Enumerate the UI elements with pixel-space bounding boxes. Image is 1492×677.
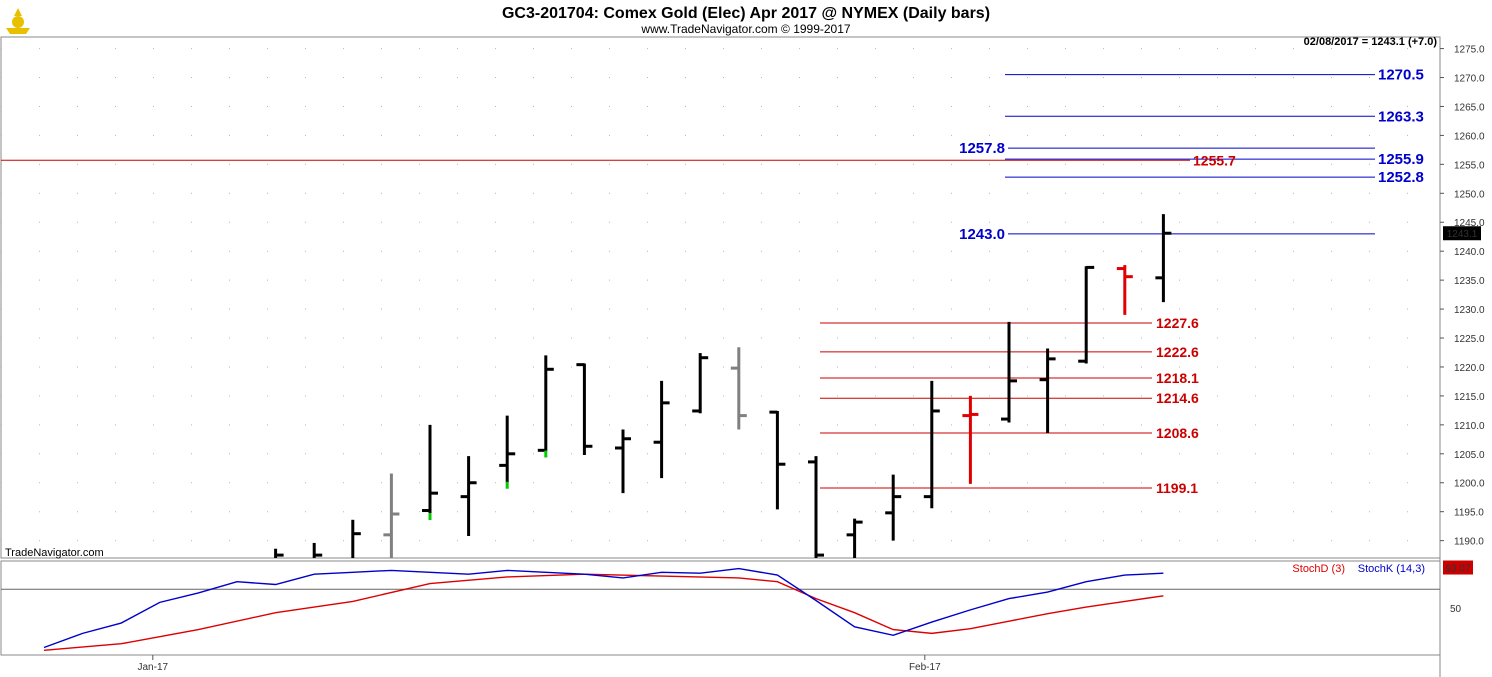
- price-tick-label: 1190.0: [1454, 537, 1484, 548]
- price-tick-label: 1240.0: [1454, 247, 1485, 258]
- stoch-last-label: 93.07: [1445, 564, 1470, 575]
- level-label: 1257.8: [959, 140, 1005, 157]
- level-label: 1199.1: [1156, 480, 1198, 496]
- time-tick-label: Feb-17: [909, 662, 941, 673]
- price-tick-label: 1255.0: [1454, 160, 1485, 171]
- price-tick-label: 1210.0: [1454, 421, 1485, 432]
- level-label: 1218.1: [1156, 370, 1199, 386]
- price-tick-label: 1250.0: [1454, 189, 1485, 200]
- stoch-line: [43, 573, 1164, 651]
- price-axis: 1190.0 1195.0 1200.0 1205.0 1210.0 1215.0 1220…: [1440, 45, 1485, 615]
- price-tick-label: 1230.0: [1454, 305, 1485, 316]
- level-label: 1227.6: [1156, 315, 1199, 331]
- logo-icon: [6, 8, 30, 34]
- price-tick-label: 1195.0: [1454, 508, 1484, 519]
- price-tick-label: 1220.0: [1454, 363, 1485, 374]
- level-label: 1208.6: [1156, 425, 1199, 441]
- watermark: TradeNavigator.com: [5, 547, 104, 559]
- price-tick-label: 1200.0: [1454, 479, 1485, 490]
- stoch-line: [43, 567, 1164, 649]
- price-bars: [274, 214, 1172, 558]
- price-tick-label: 1260.0: [1454, 131, 1485, 142]
- price-tick-label: 1215.0: [1454, 392, 1485, 403]
- price-tick-label: 1270.0: [1454, 74, 1485, 85]
- price-tick-label: 1225.0: [1454, 334, 1485, 345]
- price-tick-label: 1265.0: [1454, 102, 1485, 113]
- stoch-tick-label: 50: [1450, 604, 1462, 615]
- level-label: 1255.7: [1193, 152, 1236, 168]
- stoch-last-marker: [1443, 560, 1473, 575]
- stochastic-lines: [1, 567, 1440, 651]
- last-price-info: 02/08/2017 = 1243.1 (+7.0): [1304, 36, 1438, 48]
- last-price-marker: [1443, 226, 1481, 241]
- chart-subtitle: www.TradeNavigator.com © 1999-2017: [640, 22, 850, 36]
- level-label: 1263.3: [1378, 108, 1424, 125]
- price-tick-label: 1205.0: [1454, 450, 1485, 461]
- price-tick-label: 1275.0: [1454, 45, 1485, 56]
- legend-stochd: StochD (3): [1292, 563, 1345, 575]
- price-tick-label: 1235.0: [1454, 276, 1485, 287]
- level-label: 1255.9: [1378, 151, 1424, 168]
- price-tick-label: 1245.0: [1454, 218, 1485, 229]
- level-label: 1270.5: [1378, 67, 1424, 84]
- level-label: 1243.0: [959, 226, 1005, 243]
- legend-stochk: StochK (14,3): [1358, 563, 1425, 575]
- time-tick-label: Jan-17: [138, 662, 169, 673]
- level-label: 1222.6: [1156, 344, 1199, 360]
- level-label: 1214.6: [1156, 390, 1199, 406]
- time-axis: Jan-17 Feb-17: [138, 655, 941, 673]
- level-label: 1252.8: [1378, 169, 1424, 186]
- chart-title: GC3-201704: Comex Gold (Elec) Apr 2017 @…: [502, 5, 990, 22]
- last-price-marker-label: 1243.1: [1447, 229, 1478, 240]
